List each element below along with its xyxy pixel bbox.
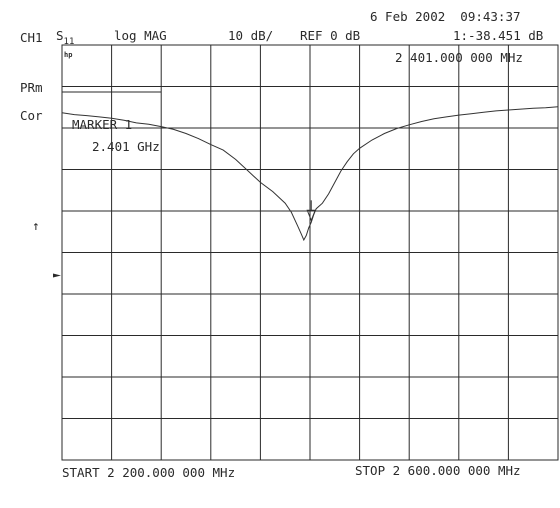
stop-frequency: STOP 2 600.000 000 MHz: [355, 463, 521, 478]
reference-label: REF 0 dB: [300, 28, 361, 43]
prm-annotation: PRm: [20, 80, 43, 95]
marker-triangle-icon: [306, 209, 316, 222]
marker-layer: [306, 200, 316, 222]
correction-annotation: Cor: [20, 108, 43, 123]
graticule-grid: [61, 44, 559, 461]
s11-trace-line: [61, 106, 559, 242]
reference-ticks: [53, 273, 61, 278]
channel-label: CH1: [20, 30, 43, 45]
format-label: log MAG: [114, 28, 167, 43]
marker-frequency-readout: 2 401.000 000 MHz: [395, 50, 523, 65]
marker-value-readout: 1:-38.451 dB: [453, 28, 544, 43]
reference-arrow-icon: ↑: [32, 218, 40, 233]
scale-label: 10 dB/: [228, 28, 274, 43]
reference-position-icon: [53, 273, 61, 278]
hp-logo: hp: [64, 51, 73, 59]
start-frequency: START 2 200.000 000 MHz: [62, 465, 236, 480]
marker-box-frequency: 2.401 GHz: [92, 139, 160, 154]
date-time: 6 Feb 2002 09:43:37: [370, 9, 521, 24]
s-parameter-label: S11: [56, 28, 75, 47]
